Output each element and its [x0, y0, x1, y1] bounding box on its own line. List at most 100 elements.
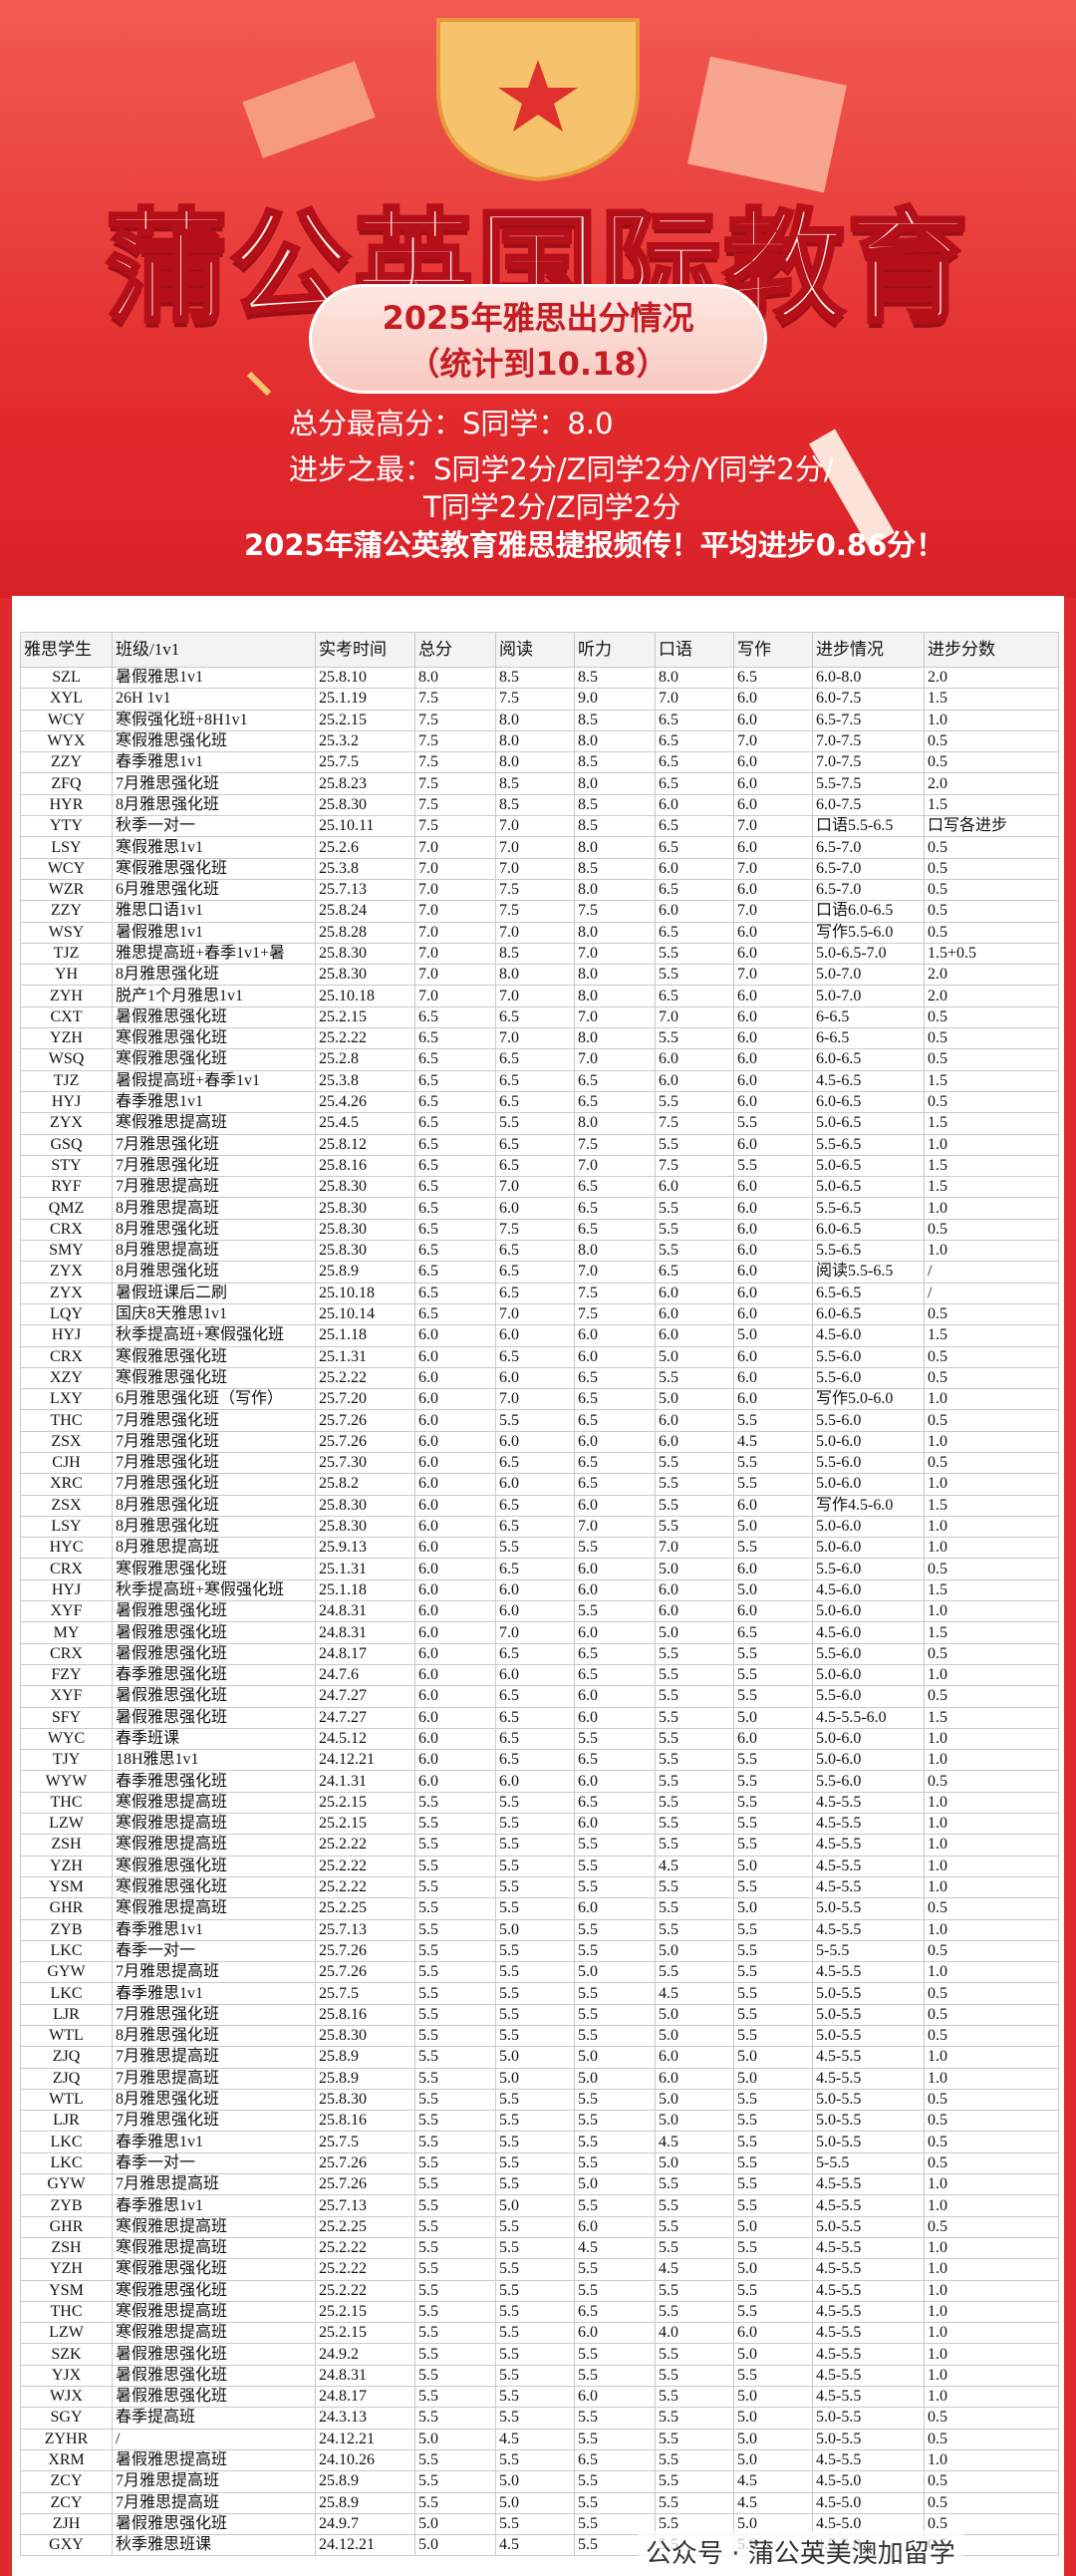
table-cell: CJH [20, 1451, 113, 1475]
table-cell: 4.5-5.5 [812, 2194, 925, 2217]
table-cell: ZJQ [20, 2046, 113, 2069]
table-row: QMZ 8月雅思提高班 25.8.30 6.5 6.0 6.5 5.5 6.0 5.5-6.5 1… [20, 1197, 1059, 1220]
table-cell: 6.0 [655, 1302, 734, 1326]
table-cell: RYF [20, 1176, 113, 1199]
table-cell: 5.5-6.0 [812, 1770, 925, 1793]
table-panel: 雅思学生 班级/1v1 实考时间 总分 阅读 听力 口语 写作 进步情况 进步分数 SZL 暑假雅思… [12, 596, 1064, 2576]
table-cell: 6.0 [733, 1282, 813, 1304]
table-cell: 8月雅思强化班 [112, 1515, 316, 1539]
table-cell: 25.8.16 [315, 1154, 415, 1178]
table-cell: 4.5 [495, 2428, 575, 2450]
table-cell: 4.5-5.5 [812, 1855, 925, 1877]
table-cell: 7.5 [414, 729, 496, 753]
column-header: 口语 [655, 632, 734, 668]
table-cell: 1.0 [924, 1834, 1059, 1857]
table-cell: 5.5 [495, 1961, 575, 1984]
table-cell: 6.0 [414, 1515, 496, 1539]
table-cell: 7月雅思提高班 [112, 1961, 316, 1984]
table-cell: 5.5 [495, 1982, 575, 2005]
table-cell: 5.0-6.0 [812, 1537, 925, 1560]
table-cell: WCY [20, 709, 113, 731]
subtitle: （统计到10.18） [407, 345, 669, 383]
table-cell: 5.5 [574, 1834, 656, 1857]
table-cell: 6.5 [414, 1197, 496, 1220]
table-row: WSQ 寒假雅思强化班 25.2.8 6.5 6.5 7.0 6.0 6.0 6.0-6.5 0.… [20, 1048, 1059, 1071]
table-cell: 7.5 [495, 1218, 575, 1242]
table-cell: 暑假雅思强化班 [112, 1600, 316, 1623]
table-cell: 25.8.30 [315, 2024, 415, 2048]
table-cell: 5.5 [655, 1240, 734, 1263]
table-cell: 1.0 [924, 1515, 1059, 1539]
table-cell: 6.5 [414, 1154, 496, 1178]
table-cell: 5.5 [655, 2173, 734, 2196]
table-cell: 25.2.15 [315, 2322, 415, 2345]
table-cell: 7月雅思强化班 [112, 772, 316, 795]
table-cell: 5.0-6.5-7.0 [812, 942, 925, 966]
table-cell: 2.0 [924, 985, 1059, 1007]
table-cell: ZJQ [20, 2067, 113, 2090]
table-cell: 5.5 [574, 2024, 656, 2048]
table-cell: 25.2.22 [315, 1855, 415, 1877]
score-table: 雅思学生 班级/1v1 实考时间 总分 阅读 听力 口语 写作 进步情况 进步分数 SZL 暑假雅思… [20, 632, 1059, 2557]
table-cell: 5.0 [655, 2003, 734, 2027]
table-cell: 6.5 [495, 1727, 575, 1751]
table-cell: 6.5 [655, 772, 734, 795]
table-cell: 8.5 [574, 857, 656, 880]
table-cell: 5.5 [733, 1791, 813, 1815]
table-cell: 1.0 [924, 1240, 1059, 1263]
table-cell: 5.5 [733, 2173, 813, 2196]
table-cell: 寒假雅思强化班 [112, 1048, 316, 1071]
table-cell: 5-5.5 [812, 1939, 925, 1963]
table-cell: 6.0 [574, 1430, 656, 1453]
table-cell: 1.0 [924, 1473, 1059, 1496]
table-cell: 1.0 [924, 2343, 1059, 2366]
table-cell: 6.0 [574, 1897, 656, 1920]
table-cell: 8月雅思强化班 [112, 1494, 316, 1517]
table-row: SZL 暑假雅思1v1 25.8.10 8.0 8.5 8.5 8.0 6.5 6.0-8.0 2… [20, 666, 1059, 690]
table-cell: 5.5 [574, 1939, 656, 1963]
table-cell: 7.5 [655, 1112, 734, 1135]
table-cell: 5.5 [733, 1663, 813, 1687]
table-cell: 5.5 [414, 1961, 496, 1984]
table-row: ZYHR/24.12.21 5.0 4.5 5.5 5.5 5.0 5.0-5.5 0.5 [20, 2428, 1059, 2450]
table-row: CRX 寒假雅思强化班 25.1.31 6.0 6.5 6.0 5.0 6.0 5.5-6.0 0… [20, 1345, 1059, 1368]
table-cell: 6.5 [495, 1345, 575, 1368]
table-cell: TJZ [20, 1069, 113, 1092]
table-cell: 6.0 [655, 857, 734, 880]
table-cell: 7.0 [495, 1302, 575, 1326]
table-cell: 5.5 [574, 2131, 656, 2153]
table-cell: HYC [20, 1537, 113, 1560]
table-row: CJH 7月雅思强化班 25.7.30 6.0 6.5 6.5 5.5 5.5 5.5-6.0 0… [20, 1451, 1059, 1475]
table-cell: 5.5 [574, 1855, 656, 1877]
table-cell: 4.5-5.5 [812, 2448, 925, 2472]
table-cell: 5.0-5.5 [812, 2428, 925, 2450]
table-cell: 6.5 [414, 1261, 496, 1284]
table-cell: 6.5 [574, 1749, 656, 1772]
table-cell: 5.5 [414, 2194, 496, 2217]
table-cell: 5.5-6.0 [812, 1409, 925, 1432]
table-cell: 5.0 [655, 1345, 734, 1368]
table-cell: 5.5 [495, 1939, 575, 1963]
table-cell: 6.5-7.0 [812, 878, 925, 902]
table-cell: 6.0 [414, 1578, 496, 1602]
table-cell: 寒假雅思提高班 [112, 2236, 316, 2260]
table-cell: 5.5 [655, 1897, 734, 1920]
table-cell: LKC [20, 2131, 113, 2153]
table-cell: 5.5 [495, 1791, 575, 1815]
table-cell: 6.0 [733, 1005, 813, 1029]
table-cell: 0.5 [924, 1451, 1059, 1475]
table-cell: LKC [20, 1939, 113, 1963]
table-row: WTL 8月雅思强化班 25.8.30 5.5 5.5 5.5 5.0 5.5 5.0-5.5 0… [20, 2024, 1059, 2048]
table-cell: LJR [20, 2110, 113, 2133]
table-cell: 0.5 [924, 729, 1059, 753]
table-cell: 0.5 [924, 751, 1059, 774]
subtitle: 2025年雅思出分情况 [382, 299, 694, 337]
table-cell: 2.0 [924, 772, 1059, 795]
table-cell: 5.0-6.5 [812, 1176, 925, 1199]
table-row: LSY 寒假雅思1v1 25.2.6 7.0 7.0 8.0 6.5 6.0 6.5-7.0 0.… [20, 836, 1059, 859]
table-cell: 5.5 [655, 1791, 734, 1815]
table-cell: THC [20, 1409, 113, 1432]
table-cell: 5.5 [655, 1961, 734, 1984]
table-cell: 5.5 [655, 1515, 734, 1539]
